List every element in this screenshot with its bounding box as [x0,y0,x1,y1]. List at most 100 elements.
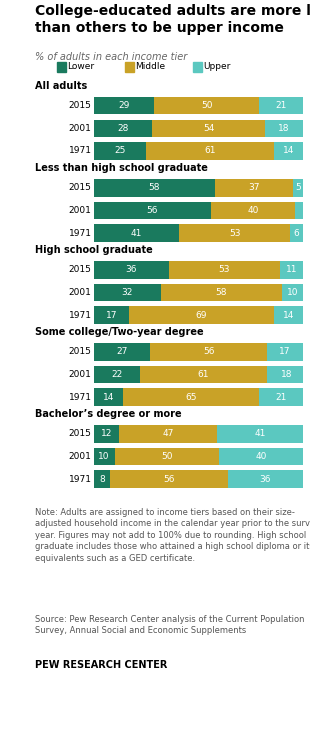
Text: 2001: 2001 [69,452,91,461]
Text: Some college/Two-year degree: Some college/Two-year degree [35,326,204,337]
Text: 12: 12 [100,430,112,438]
Bar [268,366,305,383]
Bar [146,142,274,160]
Text: 36: 36 [259,474,271,484]
Text: 56: 56 [147,206,158,215]
Bar [274,307,303,324]
Bar [294,202,303,219]
Text: Note: Adults are assigned to income tiers based on their size-
adjusted househol: Note: Adults are assigned to income tier… [35,508,310,563]
Bar [94,471,110,488]
Bar [268,343,303,361]
Bar [119,425,217,443]
Text: Bachelor’s degree or more: Bachelor’s degree or more [35,409,182,419]
Text: 50: 50 [161,452,173,461]
Bar [179,224,290,242]
Text: Upper: Upper [203,62,230,71]
Text: 53: 53 [219,266,230,274]
Text: 2015: 2015 [69,101,91,111]
Text: 2001: 2001 [69,124,91,133]
Text: 2015: 2015 [69,183,91,193]
Bar [154,97,259,114]
Text: 17: 17 [106,310,117,320]
Bar [219,448,303,466]
Text: 2015: 2015 [69,430,91,438]
Bar [265,120,303,137]
Bar [94,202,211,219]
Text: 2015: 2015 [69,348,91,356]
Bar [150,343,268,361]
Text: 32: 32 [122,288,133,297]
Text: 40: 40 [255,452,267,461]
Bar [94,97,154,114]
Text: 56: 56 [203,348,215,356]
Text: 17: 17 [279,348,291,356]
Bar [94,179,215,196]
Bar [94,389,123,406]
Bar [228,471,303,488]
Bar [94,142,146,160]
Text: High school graduate: High school graduate [35,244,153,255]
Text: 18: 18 [281,370,292,379]
Bar [94,366,140,383]
Bar [290,224,303,242]
Text: Lower: Lower [67,62,94,71]
Bar [259,97,303,114]
Bar [110,471,228,488]
Text: 6: 6 [294,228,299,238]
Text: 2015: 2015 [69,266,91,274]
Bar [123,389,259,406]
Text: 1971: 1971 [69,228,91,238]
Text: 41: 41 [131,228,142,238]
Text: 14: 14 [283,146,294,155]
Bar [282,284,303,301]
Bar [217,425,303,443]
Text: 2001: 2001 [69,288,91,297]
Bar [169,261,280,279]
Text: 56: 56 [163,474,175,484]
Text: 50: 50 [201,101,212,111]
Bar [94,343,150,361]
Bar [129,307,274,324]
Bar [94,284,161,301]
Bar [161,284,282,301]
Text: 11: 11 [286,266,297,274]
Text: 36: 36 [126,266,137,274]
Text: 69: 69 [196,310,207,320]
Bar [274,142,303,160]
Text: 5: 5 [295,183,301,193]
Text: PEW RESEARCH CENTER: PEW RESEARCH CENTER [35,660,167,670]
Text: 61: 61 [198,370,209,379]
Text: 2001: 2001 [69,206,91,215]
Bar [115,448,219,466]
Text: 58: 58 [215,288,227,297]
Text: Less than high school graduate: Less than high school graduate [35,163,208,173]
Bar [94,448,115,466]
Bar [259,389,303,406]
Text: 2001: 2001 [69,370,91,379]
Bar [94,120,152,137]
Text: 14: 14 [283,310,294,320]
Text: 1971: 1971 [69,392,91,402]
Text: 22: 22 [111,370,122,379]
Text: 25: 25 [114,146,126,155]
Text: 10: 10 [98,452,110,461]
Text: 8: 8 [99,474,105,484]
Text: 21: 21 [275,392,287,402]
Text: 27: 27 [116,348,128,356]
Text: 58: 58 [148,183,160,193]
Bar [94,307,129,324]
Text: 10: 10 [287,288,298,297]
Bar [280,261,303,279]
Bar [211,202,294,219]
Text: 65: 65 [185,392,197,402]
Bar [293,179,303,196]
Bar [152,120,265,137]
Bar [215,179,293,196]
Text: 1971: 1971 [69,310,91,320]
Text: 21: 21 [275,101,287,111]
Text: 47: 47 [162,430,174,438]
Text: 14: 14 [103,392,114,402]
Text: 41: 41 [255,430,266,438]
Bar [94,224,179,242]
Text: 54: 54 [203,124,215,133]
